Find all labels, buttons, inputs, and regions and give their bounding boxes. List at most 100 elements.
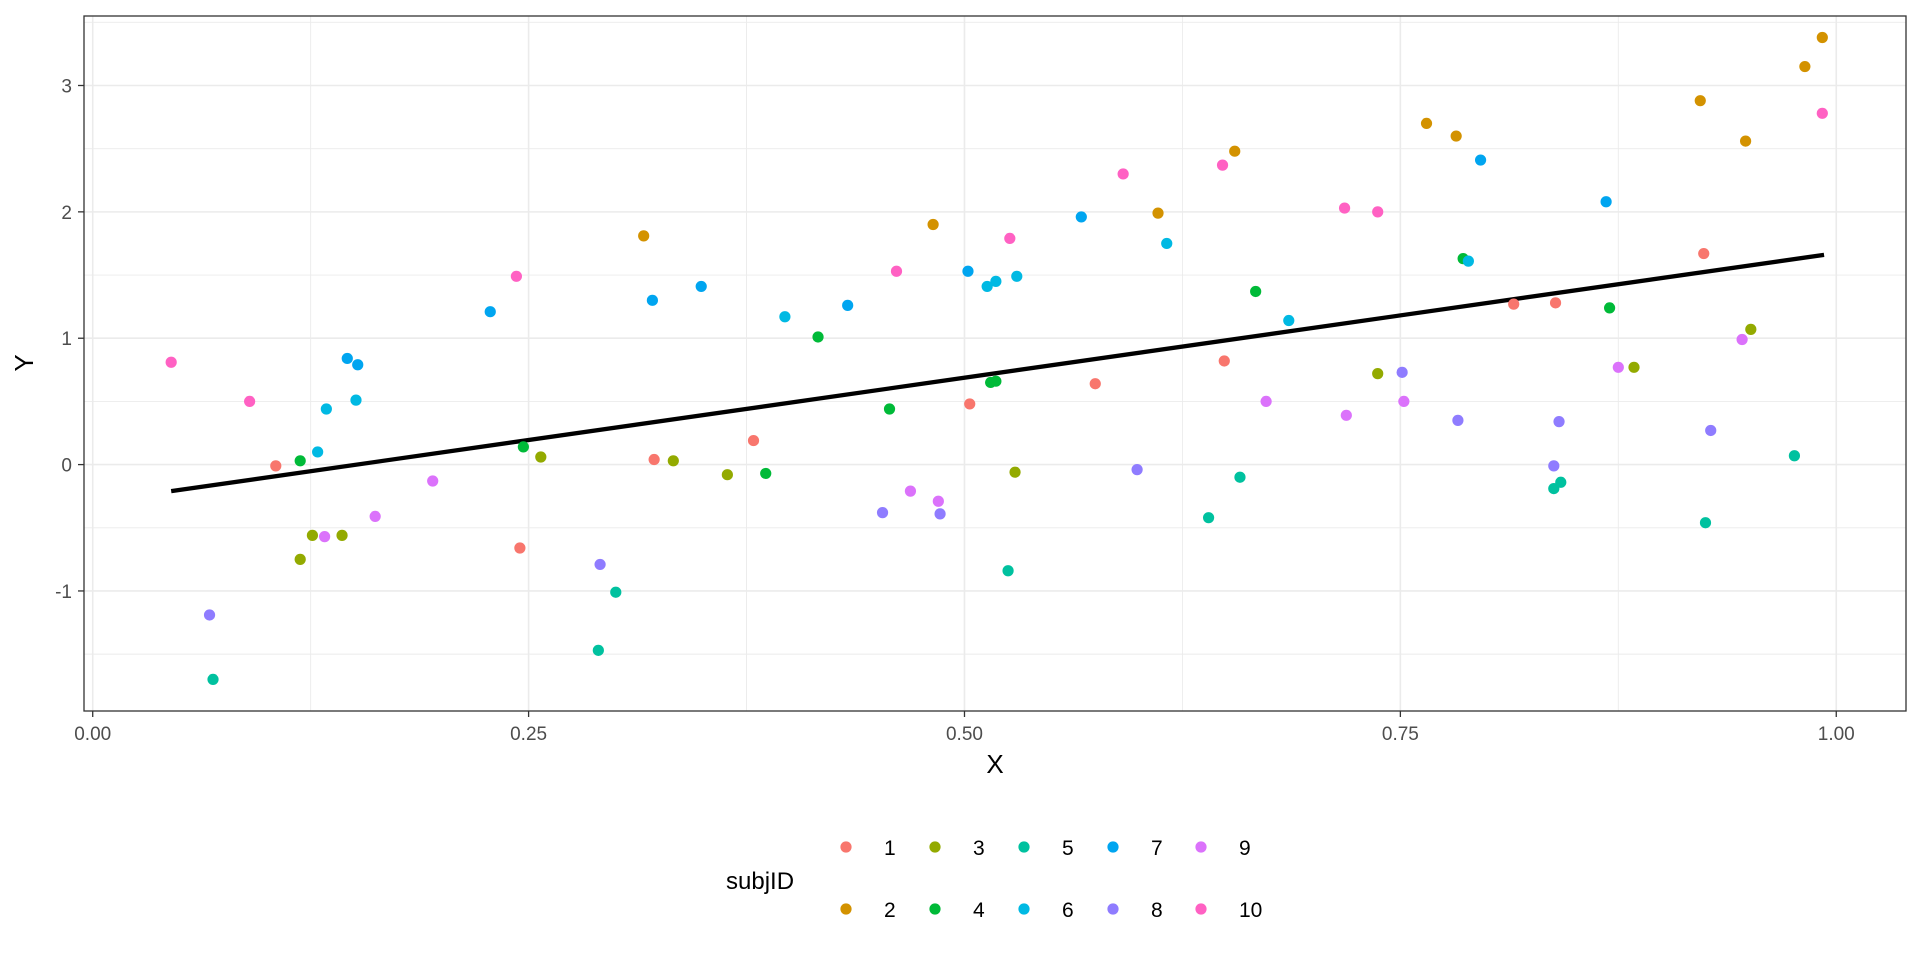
legend-key-7 [1107, 841, 1119, 853]
data-point-subj-10 [1216, 159, 1229, 171]
legend-title: subjID [726, 868, 794, 895]
data-point-subj-10 [510, 270, 522, 282]
legend-key-9 [1195, 841, 1207, 853]
data-point-subj-7 [1075, 211, 1087, 223]
data-point-subj-6 [990, 275, 1002, 287]
data-point-subj-8 [1548, 460, 1560, 472]
data-point-subj-6 [981, 280, 993, 293]
legend-label-8: 8 [1151, 899, 1163, 922]
data-point-subj-8 [934, 508, 946, 520]
data-point-subj-5 [1699, 517, 1712, 529]
data-point-subj-7 [352, 359, 364, 371]
data-point-subj-3 [336, 529, 348, 541]
data-point-subj-8 [1553, 416, 1565, 428]
data-point-subj-2 [1420, 117, 1433, 130]
legend-key-2 [840, 903, 852, 915]
data-point-subj-6 [1462, 255, 1474, 267]
legend-key-8 [1107, 903, 1119, 915]
data-point-subj-10 [1338, 202, 1351, 214]
y-tick-label: 2 [61, 203, 72, 224]
data-point-subj-1 [1549, 297, 1562, 309]
legend-label-6: 6 [1062, 899, 1074, 922]
data-point-subj-2 [1816, 31, 1828, 44]
data-point-subj-7 [341, 352, 353, 365]
plot-panel-background [84, 16, 1906, 711]
x-tick-label: 0.00 [74, 724, 111, 745]
data-point-subj-9 [1260, 395, 1272, 408]
data-point-subj-9 [427, 475, 439, 487]
data-point-subj-8 [594, 558, 606, 571]
data-point-subj-8 [1705, 424, 1717, 437]
y-tick-label: -1 [55, 582, 72, 603]
data-point-subj-9 [1340, 409, 1352, 421]
data-point-subj-5 [1555, 476, 1567, 488]
data-point-subj-2 [1450, 130, 1462, 142]
x-tick-label: 0.50 [946, 724, 983, 745]
legend-key-10 [1195, 903, 1207, 915]
data-point-subj-6 [350, 394, 362, 406]
data-point-subj-6 [320, 403, 332, 415]
data-point-subj-9 [319, 531, 331, 543]
regression-line [170, 252, 1825, 494]
legend-label-10: 10 [1239, 899, 1262, 922]
legend-label-4: 4 [973, 899, 985, 922]
y-axis: -1 0 1 2 3 [55, 77, 84, 603]
x-tick-label: 0.25 [510, 724, 547, 745]
data-point-subj-1 [1089, 378, 1101, 390]
data-point-subj-1 [648, 453, 660, 466]
x-tick-label: 0.75 [1382, 724, 1419, 745]
data-point-subj-10 [1117, 168, 1129, 180]
data-point-subj-9 [1612, 361, 1624, 373]
data-point-subj-9 [369, 510, 381, 522]
data-point-subj-2 [1739, 135, 1752, 147]
data-point-subj-5 [1234, 471, 1246, 483]
data-point-subj-7 [484, 306, 496, 318]
legend-key-3 [929, 841, 941, 853]
data-point-subj-4 [883, 403, 896, 415]
data-point-subj-3 [294, 553, 306, 565]
data-point-subj-7 [962, 265, 974, 277]
data-point-subj-1 [514, 542, 526, 554]
data-point-subj-5 [1002, 565, 1014, 577]
data-point-subj-3 [1628, 361, 1640, 373]
data-point-subj-10 [244, 395, 256, 408]
data-point-subj-5 [207, 673, 219, 686]
data-point-subj-10 [1372, 206, 1384, 218]
data-point-subj-3 [667, 455, 679, 467]
data-point-subj-6 [1011, 270, 1023, 282]
x-tick-label: 1.00 [1818, 724, 1855, 745]
data-point-subj-2 [1152, 207, 1164, 219]
legend: subjID 1 2 3 4 5 6 7 8 9 10 [726, 837, 1262, 922]
data-point-subj-10 [890, 265, 903, 277]
data-point-subj-2 [927, 218, 939, 231]
legend-label-2: 2 [884, 899, 896, 922]
y-tick-label: 1 [61, 329, 72, 350]
data-point-subj-1 [1698, 247, 1710, 260]
data-point-subj-2 [638, 230, 650, 242]
data-point-subj-4 [1603, 302, 1616, 314]
data-point-subj-5 [610, 586, 622, 598]
data-point-subj-7 [646, 294, 658, 306]
y-axis-title: Y [9, 354, 39, 371]
data-point-subj-8 [203, 609, 216, 621]
legend-label-7: 7 [1151, 837, 1163, 860]
data-point-subj-3 [535, 451, 547, 463]
data-point-subj-5 [1788, 450, 1801, 462]
data-point-subj-8 [1131, 464, 1143, 476]
legend-label-1: 1 [884, 837, 896, 860]
data-point-subj-1 [1218, 355, 1230, 367]
data-point-subj-8 [1396, 366, 1408, 378]
data-point-subj-2 [1229, 145, 1241, 157]
data-point-subj-4 [990, 375, 1002, 387]
plot-panel-border [83, 15, 1907, 712]
data-point-subj-1 [747, 434, 760, 447]
data-point-subj-2 [1799, 60, 1811, 73]
data-point-subj-1 [1508, 298, 1520, 310]
legend-label-9: 9 [1239, 837, 1251, 860]
data-point-subj-4 [294, 455, 306, 467]
data-point-subj-7 [842, 299, 854, 311]
data-point-subj-5 [1202, 512, 1215, 524]
legend-key-4 [929, 903, 941, 915]
data-point-subj-1 [270, 460, 282, 472]
